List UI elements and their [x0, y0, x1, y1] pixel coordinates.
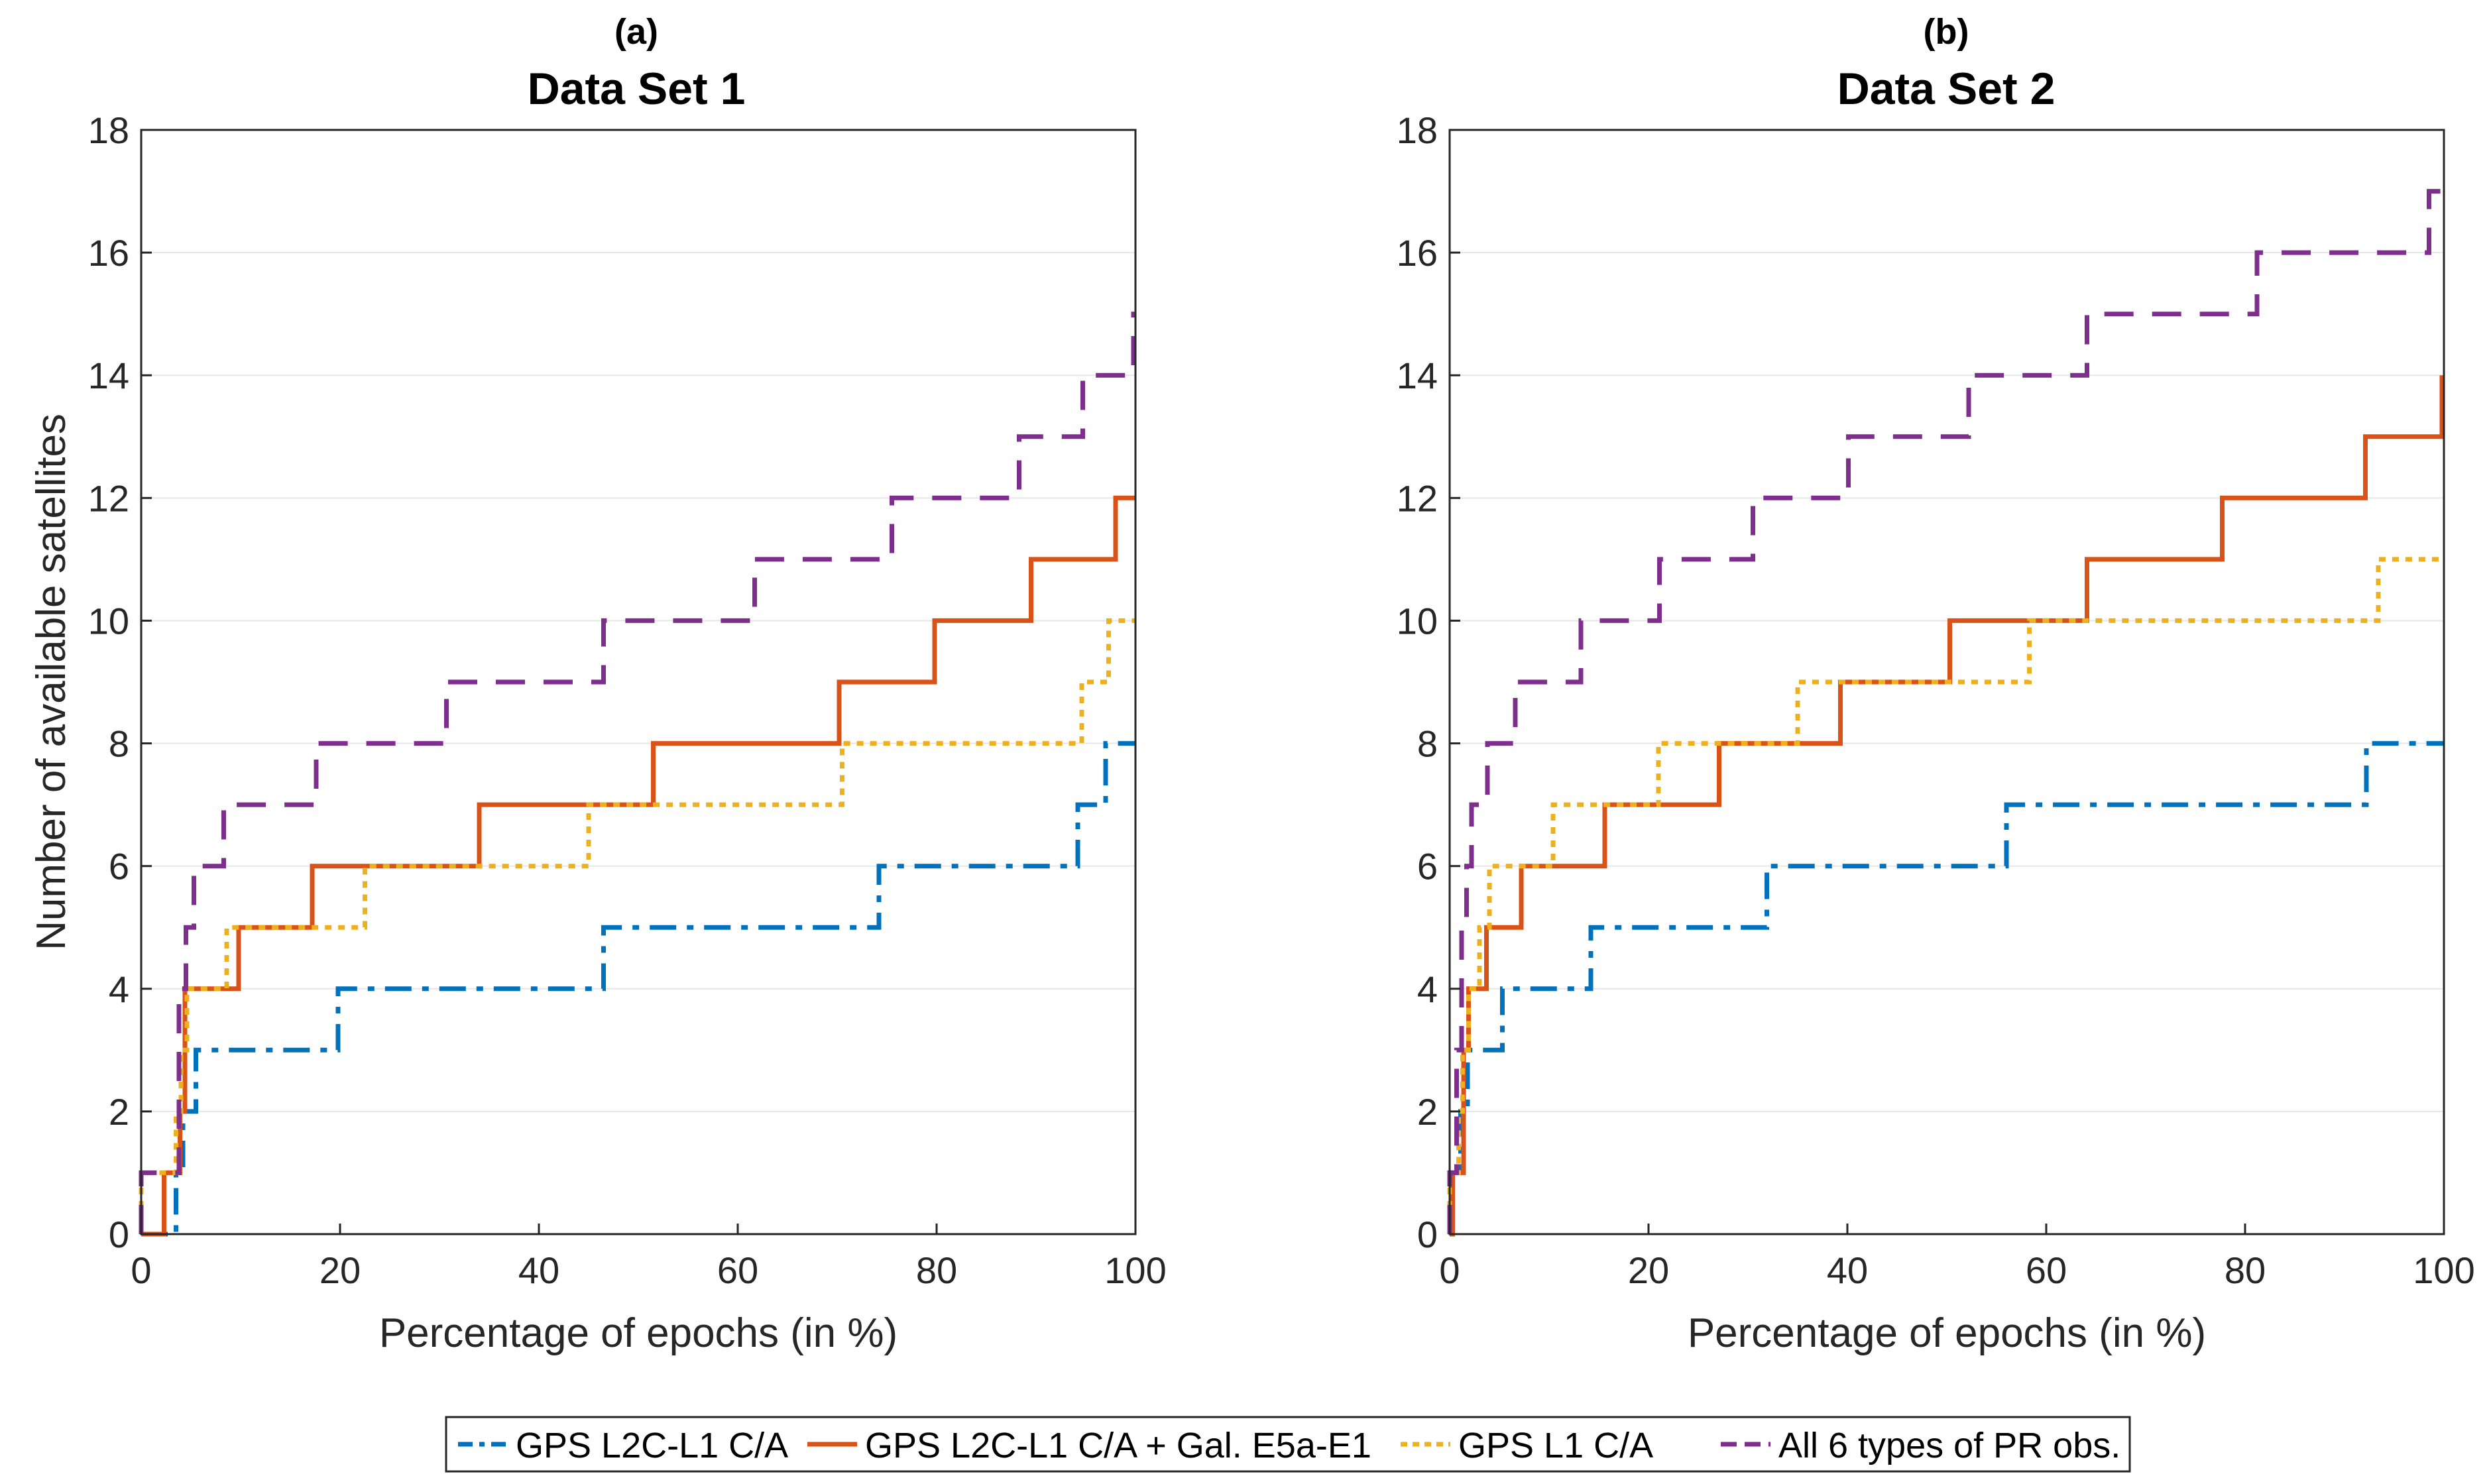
panel-b-xtick-label: 40 [1827, 1249, 1868, 1291]
panel-b-xtick-label: 80 [2225, 1249, 2266, 1291]
panel-a-xlabel: Percentage of epochs (in %) [379, 1310, 898, 1356]
panel-a: (a) Data Set 1 0 2 4 6 8 10 12 14 16 18 0 20 40 60 80 1… [88, 12, 1167, 1356]
panel-a-xtick-label: 80 [916, 1249, 957, 1291]
panel-b-series-2 [1447, 557, 2444, 1234]
panel-a-ytick-label: 4 [109, 968, 129, 1010]
panel-b-ytick-label: 2 [1417, 1091, 1438, 1133]
panel-b-ytick-label: 6 [1417, 846, 1438, 887]
panel-b-xlabel: Percentage of epochs (in %) [1688, 1310, 2206, 1356]
panel-b-axes-box [1448, 129, 2445, 1235]
panel-a-ytick-label: 8 [109, 723, 129, 765]
panel-a-ytick-label: 16 [88, 232, 129, 274]
panel-a-axes-box [140, 129, 1137, 1235]
panel-a-xtick-label: 40 [518, 1249, 559, 1291]
legend-box [445, 1416, 2131, 1473]
panel-b-xtick-label: 20 [1628, 1249, 1669, 1291]
panel-a-label: (a) [614, 12, 658, 52]
panel-b-label: (b) [1924, 12, 1969, 52]
panel-b-ytick-label: 4 [1417, 968, 1438, 1010]
legend: GPS L2C-L1 C/A GPS L2C-L1 C/A + Gal. E5a-… [445, 1416, 2131, 1473]
panel-a-ytick-label: 14 [88, 355, 129, 396]
panel-b-xtick-label: 0 [1439, 1249, 1460, 1291]
panel-a-ytick-label: 12 [88, 477, 129, 519]
panel-b-ytick-label: 16 [1397, 232, 1438, 274]
y-axis-label: Number of available satellites [29, 414, 74, 950]
legend-label-0: GPS L2C-L1 C/A [516, 1426, 788, 1465]
panel-b-series [1447, 189, 2445, 1237]
panel-a-series-3 [139, 312, 1136, 1234]
panel-b-ytick-label: 0 [1417, 1214, 1438, 1255]
panel-a-xtick-label: 60 [717, 1249, 758, 1291]
legend-label-3: All 6 types of PR obs. [1778, 1426, 2120, 1465]
panel-a-series [139, 312, 1136, 1237]
panel-a-ticks: 0 2 4 6 8 10 12 14 16 18 0 20 40 60 80 100 [88, 109, 1167, 1291]
panel-a-xtick-label: 20 [319, 1249, 361, 1291]
panel-a-ytick-label: 10 [88, 600, 129, 642]
panel-b-series-3 [1447, 189, 2444, 1234]
panel-b: (b) Data Set 2 0 2 4 6 8 10 12 14 16 18 0 20 40 60 80 1… [1397, 12, 2475, 1356]
panel-b-ytick-label: 10 [1397, 600, 1438, 642]
panel-b-xtick-label: 60 [2026, 1249, 2067, 1291]
panel-a-series-0 [141, 741, 1135, 1237]
panel-a-xtick-label: 0 [131, 1249, 151, 1291]
panel-b-ticks: 0 2 4 6 8 10 12 14 16 18 0 20 40 60 80 100 [1397, 109, 2475, 1291]
panel-a-ytick-label: 18 [88, 109, 129, 151]
panel-a-ytick-label: 0 [109, 1214, 129, 1255]
panel-b-ytick-label: 14 [1397, 355, 1438, 396]
panel-b-ytick-label: 8 [1417, 723, 1438, 765]
panel-a-ytick-label: 2 [109, 1091, 129, 1133]
legend-label-1: GPS L2C-L1 C/A + Gal. E5a-E1 [865, 1426, 1371, 1465]
panel-a-title: Data Set 1 [528, 64, 746, 114]
legend-label-2: GPS L1 C/A [1458, 1426, 1653, 1465]
panel-b-title: Data Set 2 [1837, 64, 2056, 114]
panel-b-ytick-label: 12 [1397, 477, 1438, 519]
panel-a-ytick-label: 6 [109, 846, 129, 887]
panel-b-xtick-label: 100 [2413, 1249, 2474, 1291]
panel-b-ytick-label: 18 [1397, 109, 1438, 151]
panel-a-xtick-label: 100 [1104, 1249, 1166, 1291]
